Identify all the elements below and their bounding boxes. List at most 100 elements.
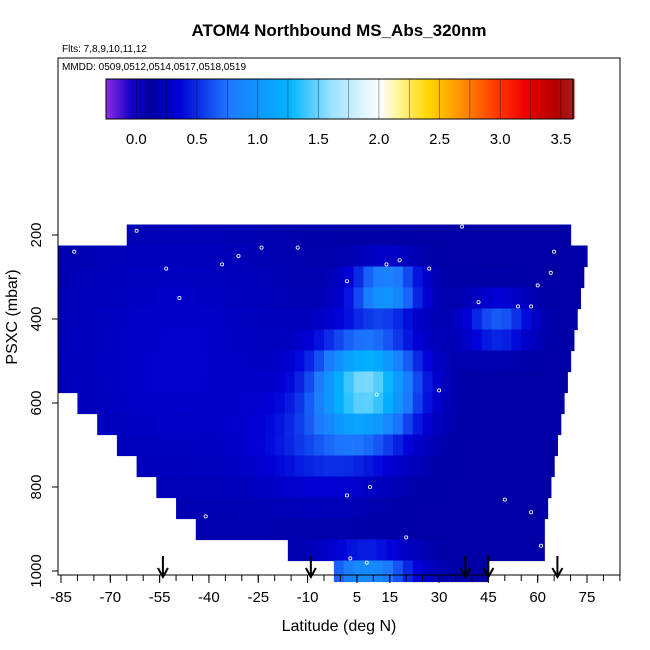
- colorbar-swatch: [502, 79, 505, 119]
- heatmap-row: [126, 224, 572, 247]
- heatmap-cell: [107, 266, 118, 289]
- heatmap-cell: [264, 392, 276, 415]
- heatmap-cell: [462, 245, 473, 268]
- flight-marker: [259, 245, 264, 250]
- heatmap-cell: [77, 287, 88, 310]
- heatmap-cell: [97, 413, 108, 436]
- colorbar-swatch: [304, 79, 307, 119]
- colorbar-tick-label: 3.5: [550, 131, 571, 148]
- colorbar-swatch: [414, 79, 417, 119]
- heatmap-cell: [531, 245, 542, 268]
- heatmap-cell: [343, 350, 355, 373]
- heatmap-cell: [422, 392, 434, 415]
- heatmap-cell: [471, 287, 483, 310]
- heatmap-cell: [215, 476, 226, 499]
- heatmap-cell: [452, 518, 463, 541]
- heatmap-cell: [353, 371, 365, 394]
- heatmap-cell: [67, 371, 79, 394]
- heatmap-cell: [491, 287, 503, 310]
- heatmap-cell: [314, 497, 325, 520]
- heatmap-cell: [284, 413, 296, 436]
- heatmap-cell: [481, 497, 493, 520]
- heatmap-cell: [107, 287, 118, 310]
- colorbar-swatch: [370, 79, 373, 119]
- heatmap-cell: [402, 371, 414, 394]
- colorbar-tick-label: 3.0: [490, 131, 511, 148]
- heatmap-cell: [481, 476, 493, 499]
- colorbar-swatch: [210, 79, 213, 119]
- heatmap-cell: [195, 287, 207, 310]
- heatmap-cell: [176, 350, 187, 373]
- colorbar-swatch: [566, 79, 569, 119]
- heatmap-cell: [297, 539, 309, 562]
- heatmap-cell: [432, 224, 443, 247]
- plot-frame: [57, 57, 621, 576]
- flight-marker: [203, 514, 208, 519]
- heatmap-cell: [327, 539, 338, 562]
- heatmap-cell: [422, 413, 434, 436]
- heatmap-cell: [58, 287, 69, 310]
- heatmap-cell: [412, 308, 424, 331]
- heatmap-row: [58, 329, 575, 352]
- heatmap-cell: [422, 329, 434, 352]
- heatmap-cell: [550, 350, 562, 373]
- colorbar-swatch: [336, 79, 339, 119]
- colorbar-swatch: [308, 79, 311, 119]
- heatmap-cell: [205, 371, 217, 394]
- colorbar-swatch: [476, 79, 479, 119]
- heatmap-cell: [501, 518, 512, 541]
- colorbar-swatch: [348, 79, 351, 119]
- heatmap-cell: [442, 413, 453, 436]
- heatmap-cell: [304, 392, 315, 415]
- heatmap-cell: [412, 518, 424, 541]
- colorbar-swatch: [158, 79, 161, 119]
- heatmap-cell: [393, 329, 404, 352]
- colorbar-swatch: [542, 79, 545, 119]
- heatmap-cell: [343, 245, 355, 268]
- heatmap-cell: [373, 287, 384, 310]
- colorbar-swatch: [178, 79, 181, 119]
- heatmap-cell: [97, 287, 108, 310]
- colorbar-swatch: [254, 79, 257, 119]
- flight-markers: [52, 224, 557, 565]
- heatmap-cell: [373, 413, 384, 436]
- colorbar-swatch: [296, 79, 299, 119]
- heatmap-cell: [333, 413, 345, 436]
- heatmap-cell: [87, 371, 98, 394]
- heatmap-cell: [442, 266, 453, 289]
- colorbar-swatch: [478, 79, 481, 119]
- colorbar-swatch: [416, 79, 419, 119]
- heatmap-cell: [205, 497, 217, 520]
- heatmap-cell: [343, 434, 355, 457]
- heatmap-cell: [195, 392, 207, 415]
- colorbar-swatch: [536, 79, 539, 119]
- heatmap-cell: [471, 434, 483, 457]
- heatmap-row: [58, 371, 568, 394]
- heatmap-cell: [383, 497, 394, 520]
- heatmap-cell: [333, 287, 345, 310]
- heatmap-cell: [205, 287, 217, 310]
- heatmap-cell: [314, 245, 325, 268]
- colorbar-swatch: [326, 79, 329, 119]
- heatmap-cell: [396, 539, 407, 562]
- heatmap-cell: [215, 350, 226, 373]
- heatmap-cell: [353, 224, 365, 247]
- y-tick-label: 600: [28, 390, 45, 415]
- heatmap-cell: [136, 350, 148, 373]
- heatmap-cell: [531, 455, 542, 478]
- heatmap-cell: [245, 245, 256, 268]
- heatmap-cell: [284, 497, 296, 520]
- heatmap-cell: [373, 308, 384, 331]
- colorbar-swatch: [564, 79, 567, 119]
- colorbar-swatch: [168, 79, 171, 119]
- heatmap-cell: [343, 329, 355, 352]
- heatmap-cell: [304, 287, 315, 310]
- heatmap-cell: [225, 224, 236, 247]
- heatmap-cell: [333, 371, 345, 394]
- heatmap-cell: [304, 350, 315, 373]
- colorbar-swatch: [482, 79, 485, 119]
- colorbar-swatch: [568, 79, 571, 119]
- colorbar-swatch: [412, 79, 415, 119]
- heatmap-cell: [412, 476, 424, 499]
- heatmap-cell: [205, 413, 217, 436]
